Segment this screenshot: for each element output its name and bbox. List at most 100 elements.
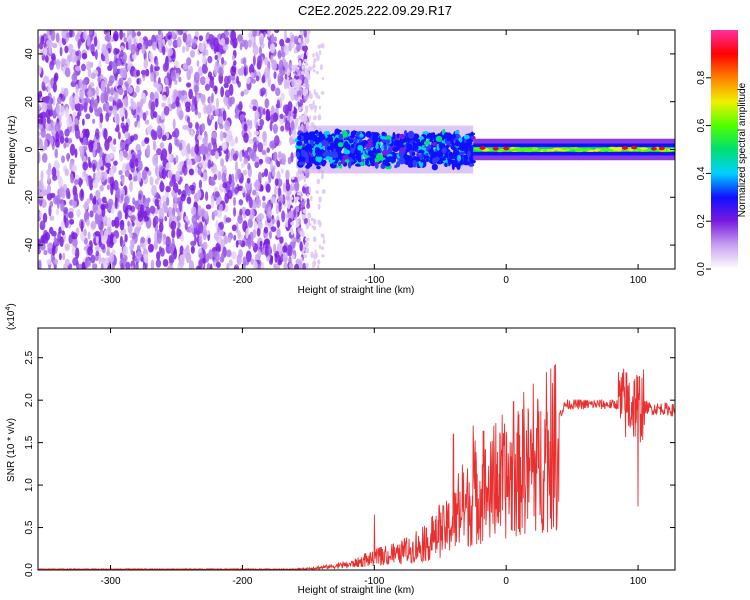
- noise-blob: [144, 137, 150, 144]
- noise-blob: [198, 221, 204, 234]
- colorbar-tick-label: 0.4: [696, 166, 707, 180]
- noise-blob: [213, 64, 218, 77]
- noise-blob: [119, 219, 125, 231]
- noise-blob: [78, 177, 82, 188]
- band-blob: [334, 128, 341, 136]
- noise-blob: [280, 168, 284, 174]
- noise-blob: [81, 118, 85, 126]
- noise-blob: [247, 162, 251, 171]
- noise-blob: [233, 234, 237, 241]
- y-exponent-prefix: (x10: [6, 310, 17, 330]
- noise-blob: [137, 120, 141, 129]
- band-blob: [439, 157, 447, 161]
- noise-blob: [156, 125, 162, 136]
- noise-blob: [188, 260, 195, 269]
- noise-blob: [258, 212, 265, 220]
- noise-blob: [114, 196, 118, 209]
- noise-blob: [230, 65, 237, 77]
- snr-y-tick-label: 1.5: [24, 435, 35, 449]
- noise-blob: [42, 212, 48, 223]
- band-blob: [309, 149, 314, 153]
- noise-blob: [82, 136, 87, 146]
- noise-blob: [171, 131, 176, 138]
- spectrogram-x-tick-label: 0: [503, 275, 509, 286]
- noise-blob: [60, 200, 65, 212]
- noise-blob: [198, 252, 205, 260]
- noise-blob: [214, 54, 218, 61]
- noise-blob: [113, 92, 119, 102]
- noise-blob: [46, 192, 53, 201]
- noise-blob: [193, 230, 197, 238]
- noise-fringe: [298, 37, 302, 44]
- noise-fringe: [300, 172, 305, 180]
- noise-blob: [89, 193, 93, 201]
- noise-blob: [186, 82, 192, 88]
- noise-blob: [106, 83, 110, 93]
- noise-blob: [228, 259, 233, 267]
- noise-blob: [173, 247, 178, 260]
- noise-blob: [152, 154, 159, 167]
- noise-blob: [243, 132, 249, 144]
- noise-blob: [102, 103, 107, 112]
- noise-blob: [136, 101, 142, 113]
- noise-blob: [44, 231, 51, 241]
- noise-blob: [258, 158, 264, 165]
- band-blob: [407, 163, 414, 168]
- band-blob: [395, 161, 401, 168]
- noise-blob: [242, 169, 248, 176]
- noise-blob: [182, 31, 188, 43]
- band-blob: [385, 139, 391, 144]
- noise-blob: [106, 31, 111, 43]
- noise-blob: [269, 121, 273, 132]
- noise-fringe: [310, 217, 314, 222]
- noise-blob: [167, 206, 173, 217]
- noise-blob: [188, 122, 193, 129]
- noise-blob: [306, 202, 311, 209]
- noise-blob: [274, 178, 279, 186]
- noise-fringe: [290, 93, 295, 101]
- noise-blob: [279, 38, 285, 47]
- colorbar-label: Normalized spectral amplitude: [737, 82, 748, 217]
- noise-blob: [38, 64, 42, 76]
- noise-blob: [212, 141, 218, 152]
- y-exponent-suffix: ): [6, 303, 17, 306]
- noise-blob: [237, 229, 241, 240]
- noise-fringe: [306, 193, 309, 198]
- noise-blob: [67, 43, 74, 54]
- noise-fringe: [306, 51, 309, 56]
- band-blob: [447, 132, 452, 140]
- noise-blob: [100, 243, 106, 250]
- noise-blob: [80, 63, 86, 72]
- noise-blob: [270, 140, 275, 150]
- noise-blob: [93, 99, 99, 108]
- band-blob: [309, 156, 313, 162]
- band-blob: [445, 140, 451, 145]
- noise-fringe: [307, 30, 311, 34]
- band-blob: [327, 135, 332, 143]
- noise-blob: [204, 76, 211, 85]
- band-blob: [338, 133, 343, 141]
- band-blob: [347, 160, 352, 169]
- noise-blob: [256, 227, 261, 237]
- band-blob: [365, 130, 372, 138]
- noise-blob: [79, 90, 85, 100]
- noise-blob: [252, 189, 257, 196]
- band-blob: [411, 151, 416, 156]
- noise-blob: [75, 34, 80, 42]
- noise-blob: [87, 231, 91, 240]
- noise-blob: [198, 42, 205, 53]
- band-blob: [296, 140, 303, 146]
- noise-blob: [137, 171, 142, 183]
- snr-x-tick-label: -100: [364, 576, 384, 587]
- noise-blob: [109, 175, 115, 188]
- noise-blob: [192, 41, 196, 49]
- band-blob: [421, 147, 427, 151]
- noise-blob: [83, 168, 87, 178]
- noise-blob: [71, 123, 75, 134]
- noise-blob: [159, 142, 165, 149]
- noise-blob: [161, 94, 167, 101]
- noise-blob: [181, 45, 186, 54]
- band-blob: [370, 153, 377, 160]
- noise-blob: [88, 174, 92, 187]
- noise-blob: [233, 265, 239, 269]
